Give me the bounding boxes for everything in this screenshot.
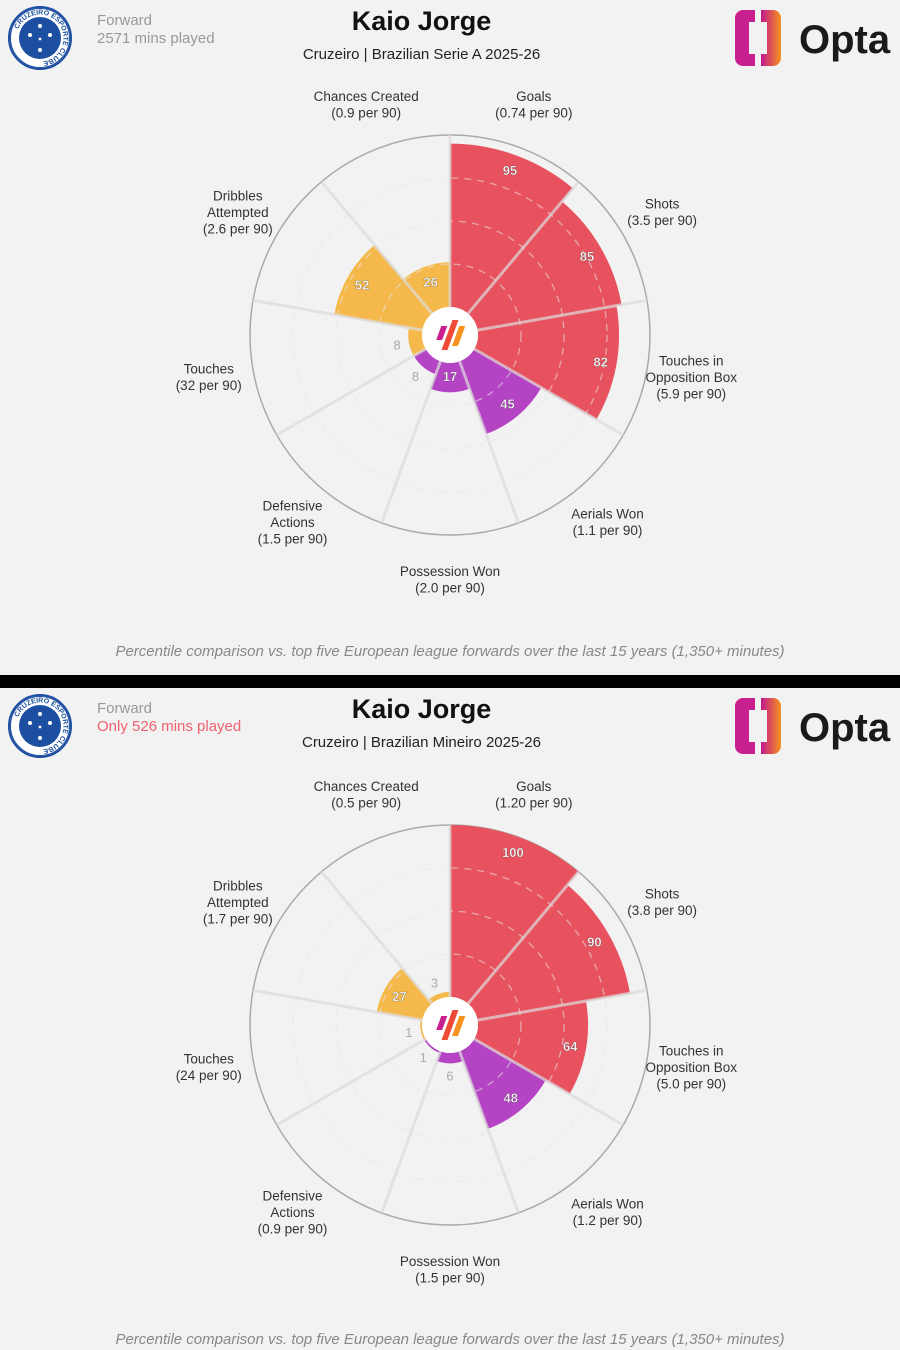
team-competition: Cruzeiro | Brazilian Serie A 2025-26: [302, 46, 541, 63]
slice-divider: [276, 1037, 427, 1127]
grid-ring: [378, 953, 522, 1097]
opta-logo: Opta: [735, 698, 891, 754]
category-label: Touches (32 per 90): [176, 362, 242, 394]
slice-chances-created: [403, 262, 450, 314]
value-label: 26: [423, 275, 437, 290]
grid-ring: [378, 953, 522, 1097]
slice-divider: [252, 298, 423, 332]
slice-divider: [473, 1037, 624, 1127]
category-label: Chances Created (0.5 per 90): [314, 779, 419, 811]
category-label: Touches in Opposition Box (5.0 per 90): [645, 1044, 737, 1092]
slice-dribbles-attempted: [376, 967, 433, 1021]
opta-logo: Opta: [735, 10, 891, 66]
grid-ring: [292, 867, 608, 1183]
slice-touches-in-opposition-box: [474, 1001, 589, 1095]
value-label: 3: [431, 976, 438, 991]
category-label: Possession Won (2.0 per 90): [400, 564, 500, 596]
value-label: 1: [405, 1025, 412, 1040]
minutes-played: Only 526 mins played: [97, 718, 242, 735]
slice-divider: [477, 298, 648, 332]
bottom-panel: CRUZEIRO ESPORTE CLUBE Forward Only 526 …: [0, 688, 900, 1350]
footnote: Percentile comparison vs. top five Europ…: [115, 1331, 785, 1348]
pizza-chart: 95 Goals (0.74 per 90) 85 Shots (3.5 per 90) 8…: [176, 89, 738, 596]
category-label: Defensive Actions (1.5 per 90): [258, 499, 328, 547]
player-name: Kaio Jorge: [351, 694, 492, 724]
category-label: Touches in Opposition Box (5.9 per 90): [645, 354, 737, 402]
value-label: 1: [420, 1050, 427, 1065]
slice-divider: [276, 347, 427, 437]
player-position: Forward: [97, 700, 153, 717]
slice-touches: [408, 327, 426, 356]
slice-shots: [467, 201, 622, 331]
slice-aerials-won: [459, 349, 542, 435]
slice-divider: [320, 180, 434, 315]
category-label: Dribbles Attempted (1.7 per 90): [203, 879, 273, 927]
value-label: 82: [593, 355, 607, 370]
cruzeiro-crest-logo: CRUZEIRO ESPORTE CLUBE: [8, 6, 72, 70]
cruzeiro-crest-logo: CRUZEIRO ESPORTE CLUBE: [8, 694, 72, 758]
slice-touches-in-opposition-box: [474, 305, 620, 420]
category-label: Shots (3.5 per 90): [627, 197, 697, 229]
slice-divider: [466, 870, 580, 1005]
slice-shots: [467, 884, 631, 1021]
grid-ring: [292, 177, 608, 493]
top-panel: CRUZEIRO ESPORTE CLUBE Forward 2571 mins…: [0, 0, 900, 675]
opta-logo-text: Opta: [799, 18, 891, 62]
grid-ring: [378, 263, 522, 407]
value-label: 90: [587, 935, 601, 950]
slice-divider: [458, 360, 520, 524]
value-label: 95: [503, 163, 517, 178]
slice-divider: [380, 360, 442, 524]
category-label: Dribbles Attempted (2.6 per 90): [203, 189, 273, 237]
category-label: Defensive Actions (0.9 per 90): [258, 1189, 328, 1237]
slice-possession-won: [430, 361, 470, 393]
pizza-chart: 100 Goals (1.20 per 90) 90 Shots (3.8 per 90)…: [176, 779, 738, 1286]
value-label: 48: [504, 1090, 518, 1105]
value-label: 100: [502, 845, 524, 860]
slice-defensive-actions: [413, 349, 441, 375]
value-label: 85: [580, 249, 594, 264]
category-label: Possession Won (1.5 per 90): [400, 1254, 500, 1286]
slice-touches: [420, 1019, 426, 1040]
slice-chances-created: [428, 991, 450, 1004]
grid-ring: [292, 177, 608, 493]
player-position: Forward: [97, 12, 153, 29]
category-label: Chances Created (0.9 per 90): [314, 89, 419, 121]
opta-logo-text: Opta: [799, 706, 891, 750]
slice-divider: [477, 988, 648, 1022]
footnote: Percentile comparison vs. top five Europ…: [115, 643, 785, 660]
player-name: Kaio Jorge: [351, 6, 492, 36]
value-label: 52: [355, 277, 369, 292]
slice-divider: [466, 180, 580, 315]
slice-divider: [473, 347, 624, 437]
grid-ring: [292, 867, 608, 1183]
opta-mark-icon: [436, 1010, 466, 1040]
team-competition: Cruzeiro | Brazilian Mineiro 2025-26: [301, 734, 541, 751]
value-label: 8: [412, 369, 419, 384]
value-label: 45: [500, 396, 514, 411]
slice-divider: [380, 1050, 442, 1214]
minutes-played: 2571 mins played: [97, 30, 215, 47]
category-label: Touches (24 per 90): [176, 1052, 242, 1084]
category-label: Shots (3.8 per 90): [627, 887, 697, 919]
category-label: Goals (0.74 per 90): [495, 89, 572, 121]
slice-goals: [450, 825, 579, 1004]
value-label: 27: [392, 989, 406, 1004]
value-label: 6: [446, 1068, 453, 1083]
category-label: Goals (1.20 per 90): [495, 779, 572, 811]
category-label: Aerials Won (1.2 per 90): [571, 1197, 644, 1229]
slice-divider: [320, 870, 434, 1005]
opta-mark-icon: [436, 320, 466, 350]
category-label: Aerials Won (1.1 per 90): [571, 507, 644, 539]
slice-divider: [458, 1050, 520, 1214]
slice-possession-won: [436, 1051, 464, 1064]
grid-ring: [378, 263, 522, 407]
slice-divider: [252, 988, 423, 1022]
value-label: 64: [563, 1039, 578, 1054]
value-label: 17: [443, 369, 457, 384]
value-label: 8: [393, 337, 400, 352]
